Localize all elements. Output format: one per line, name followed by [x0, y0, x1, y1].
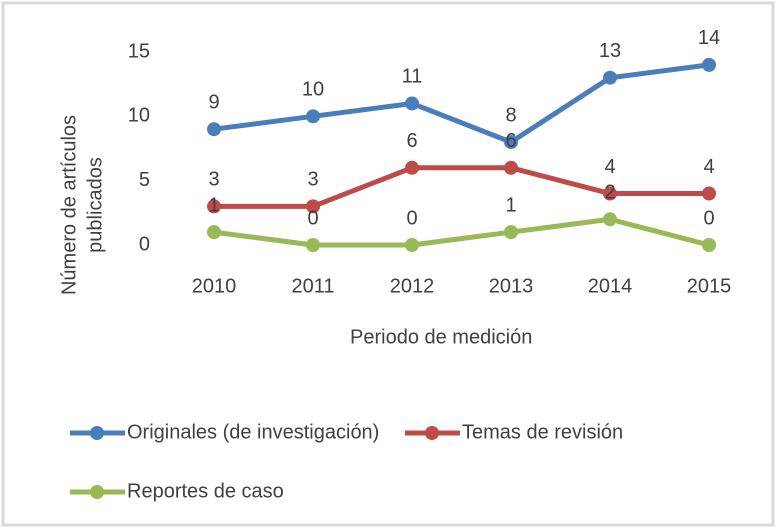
legend-label: Originales (de investigación) [127, 421, 379, 443]
data-label: 3 [307, 169, 318, 191]
x-tick-label: 2012 [390, 275, 435, 297]
data-label: 9 [208, 91, 219, 113]
point [306, 109, 320, 124]
point [603, 70, 617, 85]
legend-marker [90, 485, 104, 499]
x-tick-label: 2014 [588, 275, 633, 297]
data-label: 2 [604, 182, 615, 204]
point [405, 238, 419, 252]
series-line [213, 62, 710, 145]
data-label: 3 [208, 169, 219, 191]
data-label: 4 [604, 156, 615, 178]
data-label: 1 [505, 194, 516, 216]
data-label: 1 [208, 194, 219, 216]
point [603, 212, 617, 227]
data-label: 6 [406, 130, 417, 152]
y-tick-label: 5 [139, 169, 150, 191]
point [702, 238, 716, 252]
legend-label: Temas de revisión [462, 421, 623, 443]
x-tick-label: 2011 [291, 275, 334, 297]
point [207, 122, 221, 137]
y-axis-title: Número de artículos [58, 115, 80, 295]
x-axis-title: Periodo de medición [350, 326, 532, 348]
point [504, 225, 518, 240]
series-line [213, 216, 710, 248]
data-label: 0 [703, 207, 714, 229]
data-label: 0 [307, 207, 318, 229]
data-label: 6 [505, 130, 516, 152]
data-label: 4 [703, 156, 714, 178]
x-tick-label: 2013 [489, 275, 534, 297]
data-label: 14 [698, 27, 720, 49]
point [405, 96, 419, 111]
y-tick-label: 10 [128, 105, 150, 127]
legend-marker [425, 426, 439, 440]
x-tick-label: 2010 [192, 275, 237, 297]
data-label: 11 [402, 66, 423, 88]
point [603, 186, 617, 201]
x-tick-label: 2015 [687, 275, 732, 297]
data-label: 0 [406, 207, 417, 229]
legend-label: Reportes de caso [127, 480, 284, 502]
point [702, 186, 716, 201]
point [405, 160, 419, 175]
legend-marker [90, 426, 104, 440]
y-tick-label: 0 [139, 233, 150, 255]
y-tick-label: 15 [128, 40, 150, 62]
point [702, 57, 716, 72]
point [504, 160, 518, 175]
data-label: 8 [505, 104, 516, 126]
point [306, 199, 320, 214]
point [504, 135, 518, 150]
point [306, 238, 320, 252]
point [207, 225, 221, 240]
y-axis-title: publicados [84, 157, 106, 253]
data-label: 13 [599, 40, 621, 62]
point [207, 199, 221, 214]
series-line [214, 165, 709, 209]
data-label: 10 [302, 79, 324, 101]
